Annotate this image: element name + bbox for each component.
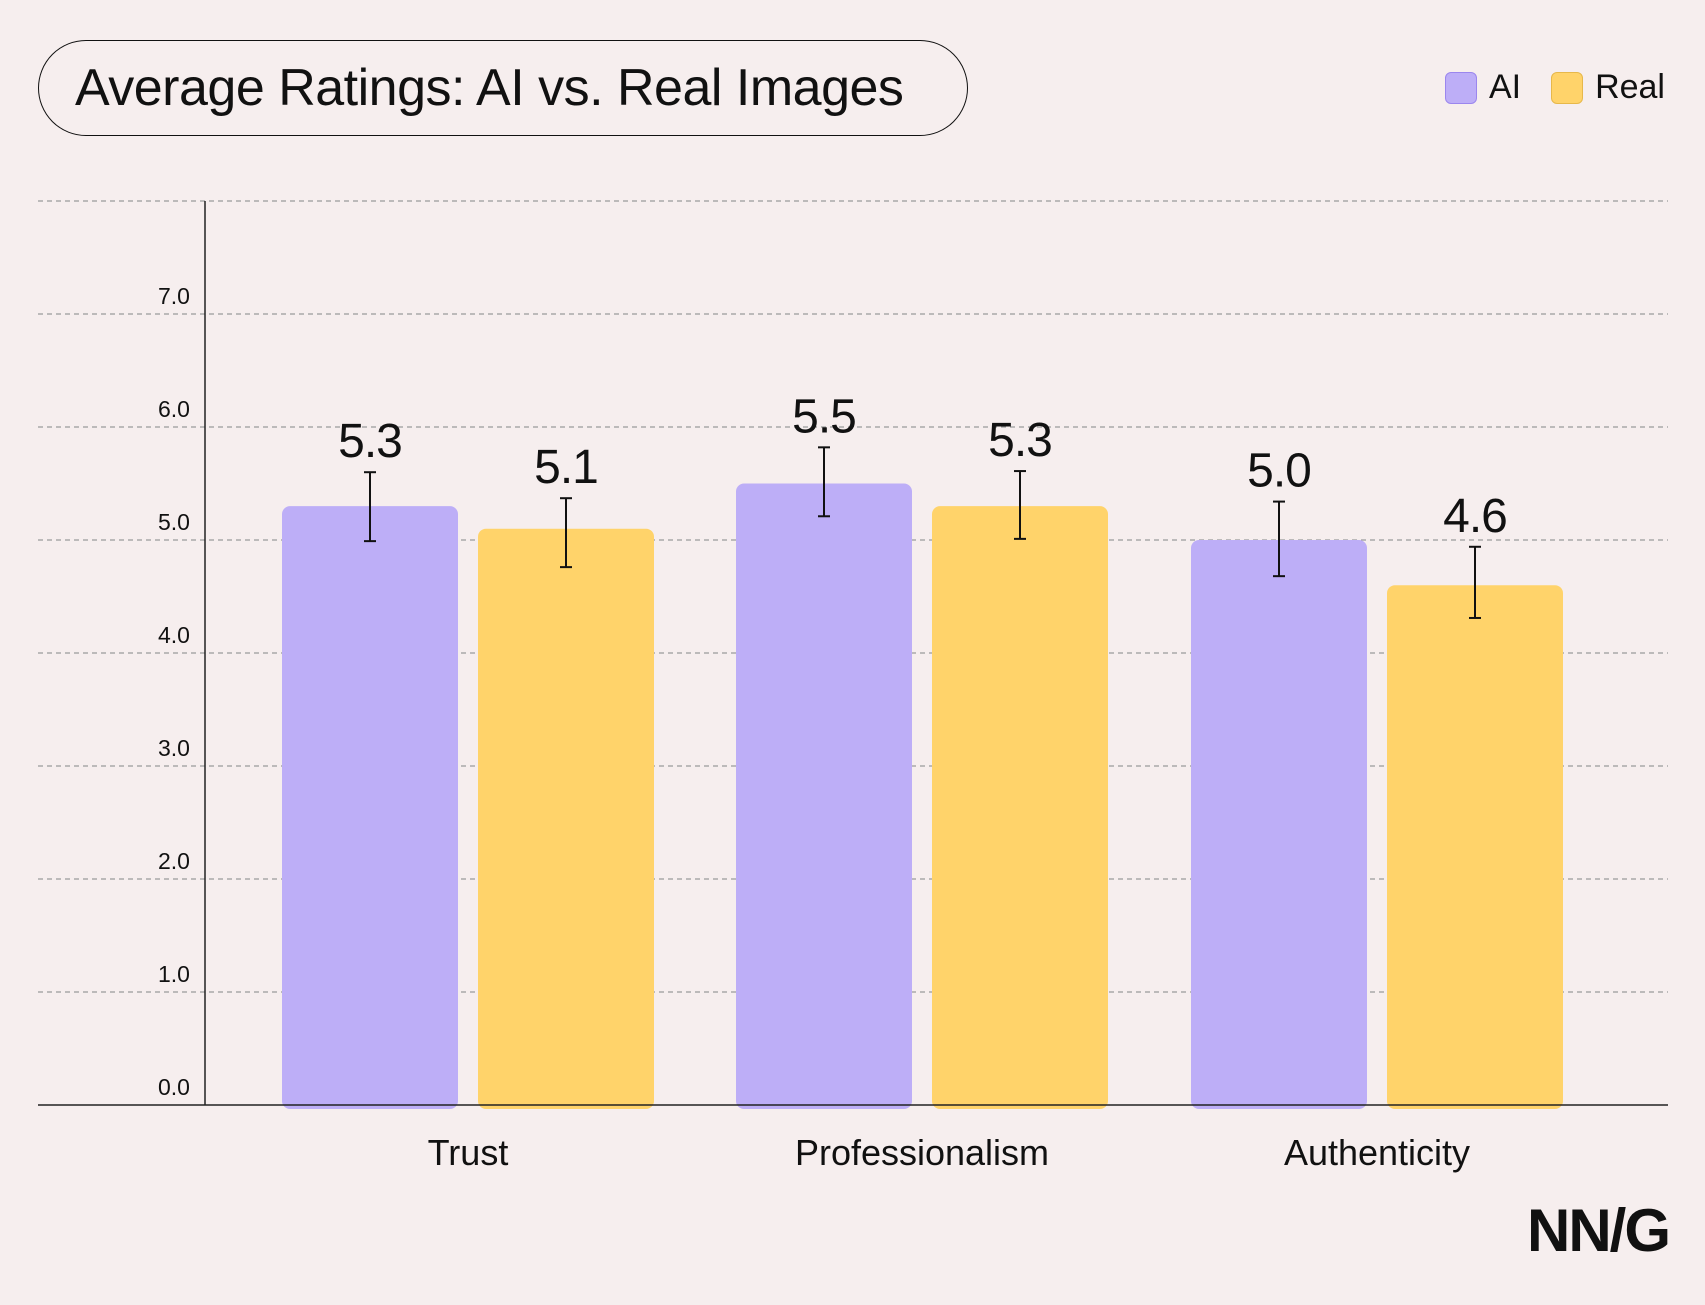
- bar-real-trust: [478, 528, 654, 1109]
- data-label: 4.6: [1443, 490, 1507, 543]
- data-label: 5.3: [988, 414, 1052, 467]
- chart-title: Average Ratings: AI vs. Real Images: [38, 40, 968, 136]
- legend-swatch-ai: [1444, 71, 1477, 104]
- bar-ai-professionalism: [736, 483, 912, 1109]
- chart-title-text: Average Ratings: AI vs. Real Images: [75, 59, 904, 117]
- data-label: 5.0: [1247, 445, 1311, 498]
- data-label: 5.1: [534, 441, 598, 494]
- legend-item-real: Real: [1551, 68, 1665, 107]
- y-tick-label: 1.0: [158, 961, 190, 987]
- x-tick-label: Trust: [428, 1132, 509, 1173]
- y-tick-label: 4.0: [158, 622, 190, 648]
- x-tick-label: Authenticity: [1284, 1132, 1470, 1173]
- nng-logo: NN/G: [1527, 1197, 1671, 1264]
- bar-ai-trust: [282, 506, 458, 1110]
- legend-label-real: Real: [1595, 68, 1665, 106]
- y-tick-label: 0.0: [158, 1074, 190, 1100]
- y-tick-label: 7.0: [158, 283, 190, 309]
- bar-ai-authenticity: [1191, 540, 1367, 1109]
- y-tick-label: 5.0: [158, 509, 190, 535]
- data-label: 5.5: [792, 390, 856, 443]
- y-tick-label: 6.0: [158, 396, 190, 422]
- legend-label-ai: AI: [1488, 68, 1522, 106]
- legend-item-ai: AI: [1444, 68, 1522, 107]
- y-tick-label: 2.0: [158, 848, 190, 874]
- bar-real-authenticity: [1387, 585, 1563, 1109]
- data-label: 5.3: [338, 415, 402, 468]
- legend: AI Real: [1415, 68, 1665, 107]
- legend-swatch-real: [1551, 71, 1584, 104]
- x-tick-label: Professionalism: [795, 1132, 1049, 1173]
- bar-real-professionalism: [932, 506, 1108, 1110]
- y-tick-label: 3.0: [158, 735, 190, 761]
